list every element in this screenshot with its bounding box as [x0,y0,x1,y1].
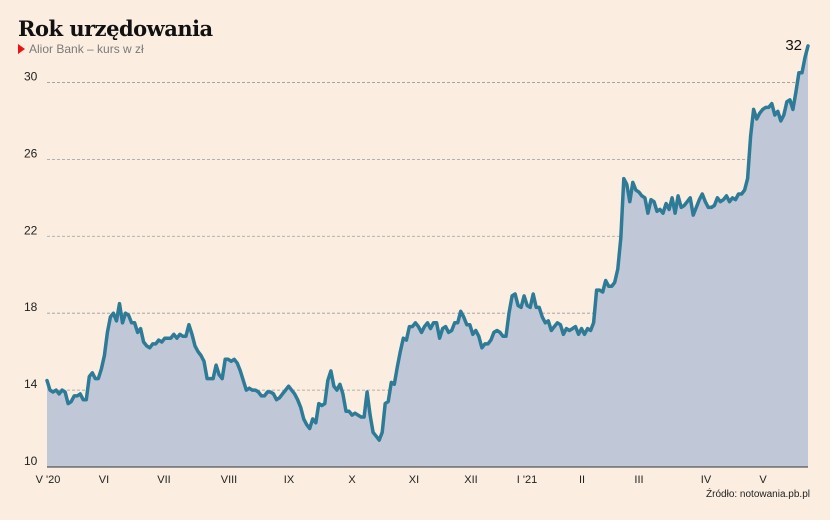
y-tick-labels: 10 14 18 22 26 30 [24,69,38,468]
x-tick-label: III [634,474,643,486]
y-tick-label: 14 [24,377,38,391]
x-tick-label: I '21 [517,474,537,486]
x-tick-labels: V '20 VI VII VIII IX X XI XII I '21 II III IV V [36,474,768,486]
end-value-label: 32 [785,37,802,54]
x-tick-label: VII [157,474,170,486]
x-tick-label: IX [284,474,295,486]
x-tick-label: II [579,474,585,486]
source-note: Źródło: notowania.pb.pl [706,489,810,500]
red-triangle-marker-icon [18,44,25,54]
chart-subtitle: Alior Bank – kurs w zł [18,42,144,56]
x-tick-label: XI [409,474,419,486]
subtitle-text: Alior Bank – kurs w zł [29,42,144,56]
price-line [45,44,810,442]
y-tick-label: 10 [24,454,38,468]
y-tick-label: 26 [24,146,38,160]
x-tick-label: V '20 [36,474,61,486]
y-tick-label: 30 [24,69,38,83]
x-tick-label: IV [701,474,712,486]
x-tick-label: VIII [221,474,238,486]
price-area [47,45,808,468]
x-tick-label: V [759,474,767,486]
x-tick-label: VI [99,474,109,486]
chart-title: Rok urzędowania [18,16,213,41]
y-tick-label: 22 [24,223,38,237]
x-tick-label: X [348,474,356,486]
x-tick-label: XII [464,474,477,486]
y-tick-label: 18 [24,300,38,314]
